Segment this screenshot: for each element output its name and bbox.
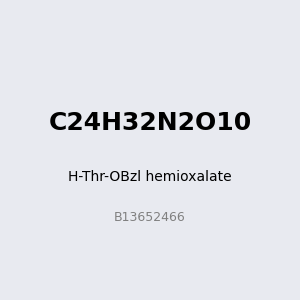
Text: H-Thr-OBzl hemioxalate: H-Thr-OBzl hemioxalate (68, 170, 232, 184)
Text: B13652466: B13652466 (114, 211, 186, 224)
Text: C24H32N2O10: C24H32N2O10 (48, 111, 252, 135)
